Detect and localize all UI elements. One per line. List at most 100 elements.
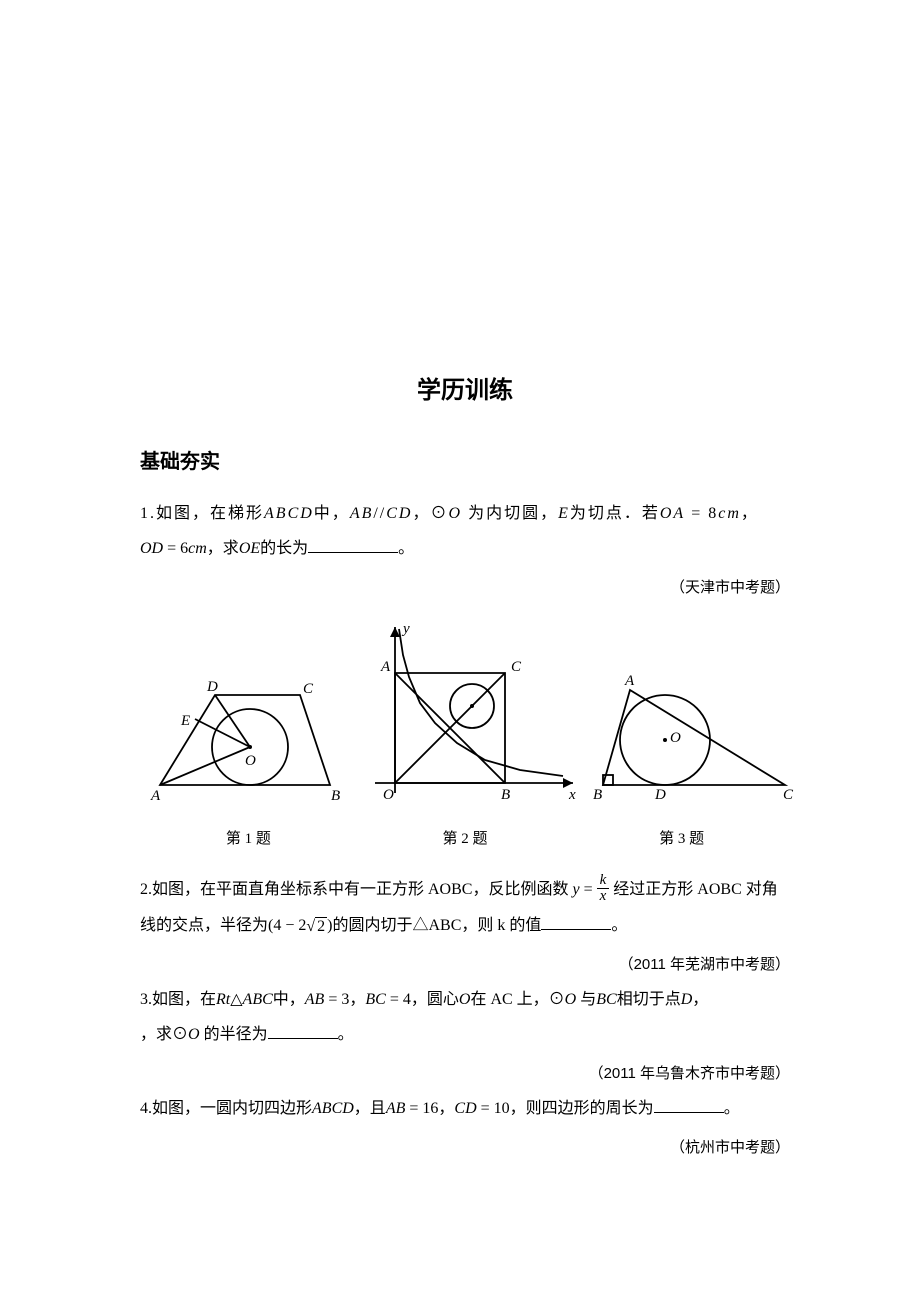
captions-row: 第 1 题 第 2 题 第 3 题 [140,815,790,862]
svg-text:C: C [303,681,314,697]
p1-t6: 的长为 [260,540,308,557]
p1-tp: E [558,505,570,522]
p1-eq2: = [167,540,176,557]
p4-abv: 16 [422,1100,438,1117]
p1-parsym: // [373,505,386,522]
p3-t1: 如图，在 [152,991,216,1008]
p1-blank [308,537,398,553]
p4-eq2: = [481,1100,490,1117]
p4-t2: ，且 [354,1100,386,1117]
svg-text:O: O [383,787,394,803]
svg-text:B: B [501,787,510,803]
svg-text:D: D [206,679,218,695]
svg-text:B: B [331,788,340,804]
p1-p: 。 [398,540,414,557]
p4-shape: ABCD [312,1100,354,1117]
p2-t3: 的圆内切于△ABC，则 k 的值 [332,917,541,934]
p1-t1: 中， [314,505,350,522]
svg-text:O: O [670,730,681,746]
p1-c1: ， [741,505,759,522]
p3-blank [268,1023,338,1039]
p2-v1: 4 [273,917,281,934]
p1-t3: 为内切圆， [462,505,558,522]
p1-circ: O [449,505,463,522]
svg-text:A: A [150,788,161,804]
p3-o3: O [188,1026,200,1043]
p1-parl: AB [350,505,374,522]
p2-sqrt: √2 [306,909,327,944]
figure-1: ABCDEO [145,645,345,805]
p3-source: （2011 年乌鲁木齐市中考题） [140,1062,790,1083]
svg-text:C: C [783,787,794,803]
p2-v2: 2 [298,917,306,934]
p1-t5: ，求 [207,540,239,557]
p3-t2: 中， [273,991,305,1008]
p1-oav: 8 [708,505,718,522]
svg-text:A: A [380,659,391,675]
p3-t5: 与 [576,991,596,1008]
svg-text:y: y [401,621,410,637]
p3-eq1: = [328,991,337,1008]
p1-odv: 6 [180,540,188,557]
p3-tri: △ [230,991,242,1008]
problem-4: 4.如图，一圆内切四边形ABCD，且AB = 16，CD = 10，则四边形的周… [140,1091,790,1126]
p3-c1: ， [349,991,365,1008]
p4-ab: AB [386,1100,406,1117]
p3-p: 。 [338,1026,354,1043]
p3-c2: ， [692,991,708,1008]
fig3-svg: ABCDO [585,665,795,805]
p2-num: 2. [140,881,152,898]
p1-parr: CD [386,505,412,522]
p4-blank [654,1097,724,1113]
p2-t1: 如图，在平面直角坐标系中有一正方形 AOBC，反比例函数 [152,881,568,898]
p3-t6: 相切于点 [617,991,681,1008]
p4-p: 。 [724,1100,740,1117]
p3-d: D [681,991,693,1008]
p3-t3: ，圆心 [411,991,459,1008]
fig1-svg: ABCDEO [145,645,345,805]
p4-eq1: = [409,1100,418,1117]
p1-pre: 如图，在梯形 [156,505,264,522]
p2-frac: kx [597,873,610,904]
p1-num: 1. [140,505,156,522]
p3-o1: O [459,991,471,1008]
p2-p: 。 [611,917,627,934]
p1-source: （天津市中考题） [140,576,790,597]
p1-oa: OA [660,505,685,522]
p3-bcv: 4 [403,991,411,1008]
svg-text:B: B [593,787,602,803]
p3-o2: O [565,991,577,1008]
p3-ab: AB [305,991,325,1008]
fig2-svg: yxOABC [345,615,585,805]
p3-shape: ABC [243,991,273,1008]
p1-shape: ABCD [264,505,314,522]
p3-bc2: BC [596,991,616,1008]
svg-text:O: O [245,753,256,769]
problem-3: 3.如图，在Rt△ABC中，AB = 3，BC = 4，圆心O在 AC 上，⊙O… [140,982,790,1052]
svg-text:x: x [568,787,576,803]
p2-rad: 2 [315,917,327,935]
p4-cd: CD [454,1100,476,1117]
p2-eq: = [584,881,593,898]
p1-eq1: = [691,505,702,522]
page-title: 学历训练 [140,370,790,405]
p3-t8: 的半径为 [200,1026,268,1043]
p2-den-x: x [597,888,610,904]
p1-t4: 为切点．若 [570,505,660,522]
figures-row: ABCDEO yxOABC ABCDO [140,615,790,805]
p1-oe: OE [239,540,260,557]
figure-2: yxOABC [345,615,585,805]
fig3-caption: 第 3 题 [659,827,704,848]
fig2-caption: 第 2 题 [442,827,487,848]
p4-cdv: 10 [494,1100,510,1117]
p3-num: 3. [140,991,152,1008]
p4-source: （杭州市中考题） [140,1136,790,1157]
p3-t4: 在 AC 上，⊙ [470,991,564,1008]
p3-eq2: = [390,991,399,1008]
p1-u1: cm [718,505,741,522]
svg-text:D: D [654,787,666,803]
p3-bc: BC [365,991,385,1008]
fig1-caption: 第 1 题 [226,827,271,848]
problem-2: 2.如图，在平面直角坐标系中有一正方形 AOBC，反比例函数 y = kx 经过… [140,872,790,942]
p2-minus: − [285,917,294,934]
